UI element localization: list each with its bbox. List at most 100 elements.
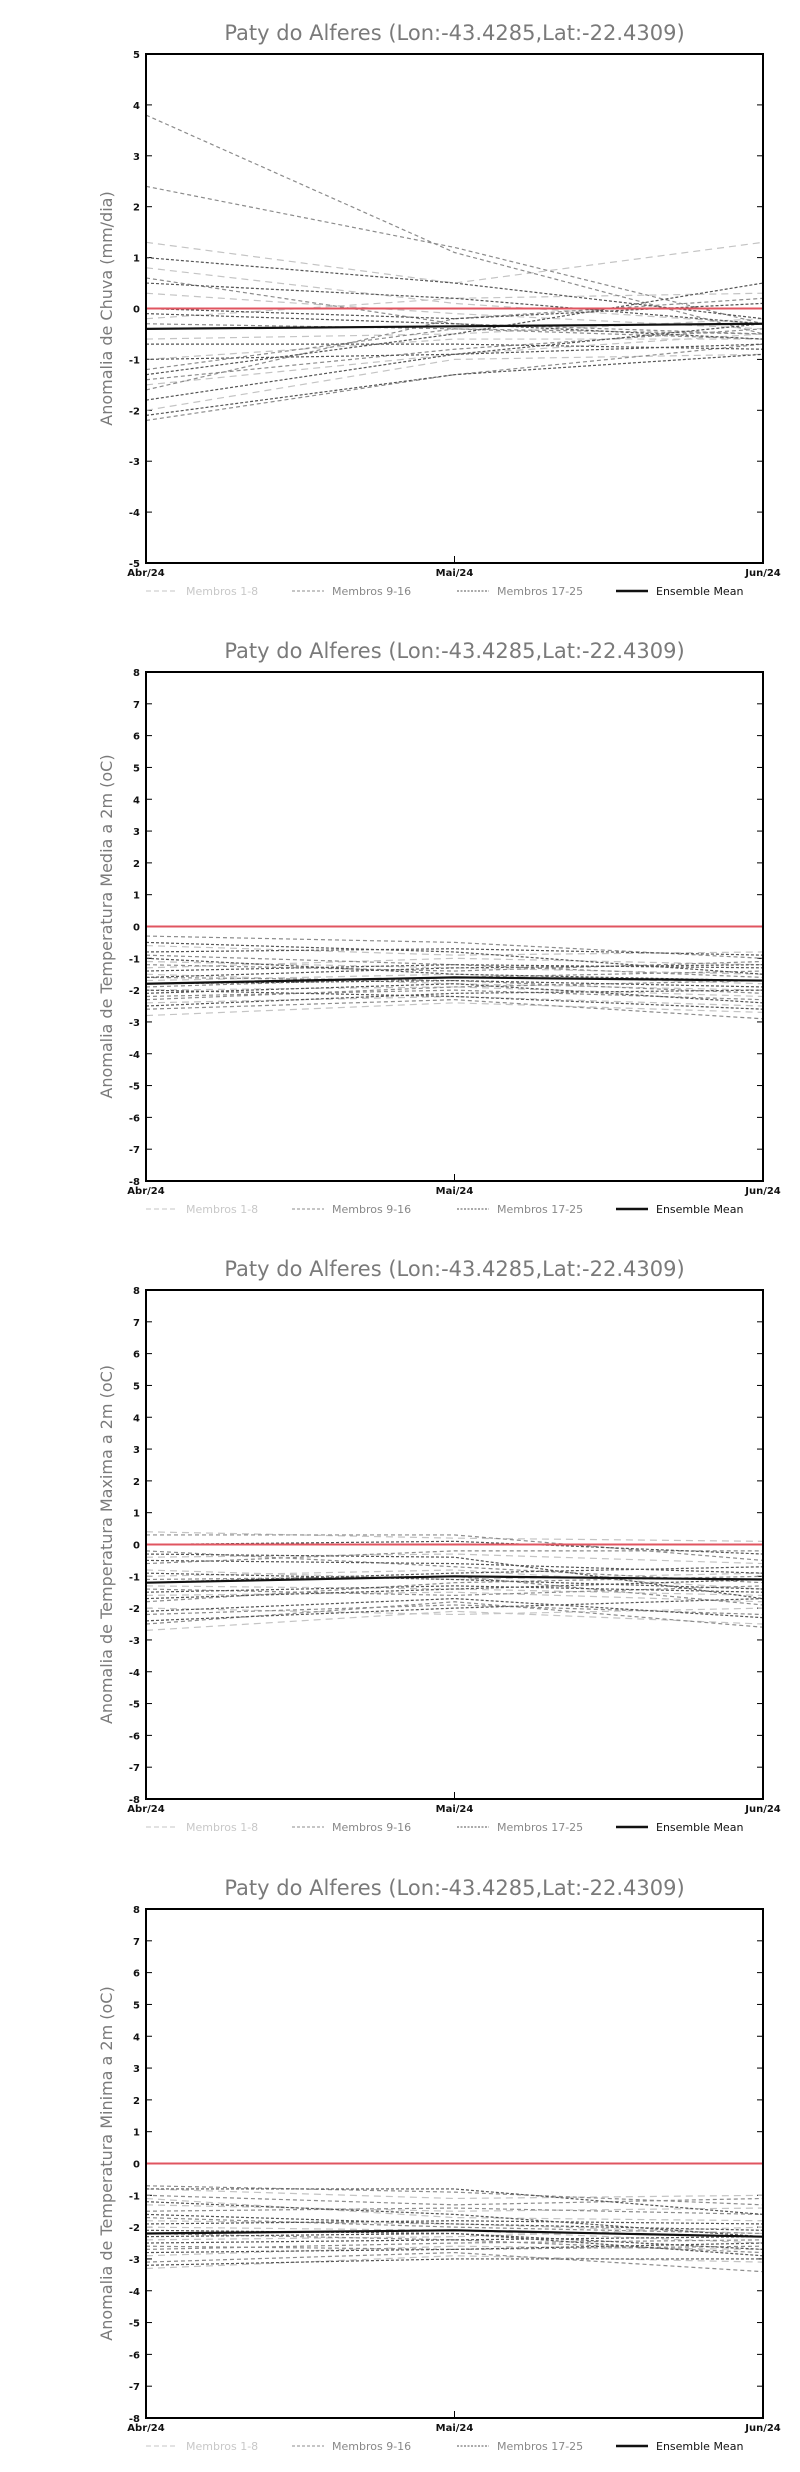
chart-title: Paty do Alferes (Lon:-43.4285,Lat:-22.43… <box>224 639 684 663</box>
y-tick-label: 5 <box>133 2000 140 2011</box>
plot-frame <box>145 671 764 1182</box>
member-series-line-g2 <box>145 2207 764 2215</box>
legend-entry: Membros 1-8 <box>186 1821 258 1834</box>
member-series-line-g2 <box>145 954 764 978</box>
x-tick-label: Abr/24 <box>127 1186 164 1197</box>
legend-entry: Membros 17-25 <box>497 1203 583 1216</box>
y-tick-label: 1 <box>133 254 140 265</box>
member-series-line-g2 <box>145 2245 764 2250</box>
y-tick-label: 2 <box>133 203 140 214</box>
member-series-line-g2 <box>145 328 764 381</box>
member-series-line-g3 <box>145 302 764 320</box>
y-tick-label: -8 <box>129 2414 140 2425</box>
chart-title: Paty do Alferes (Lon:-43.4285,Lat:-22.43… <box>224 21 684 45</box>
y-tick-label: 6 <box>133 732 140 743</box>
member-series-line-g1 <box>145 1553 764 1565</box>
member-series-line-g2 <box>145 935 764 959</box>
member-series-line-g2 <box>145 2239 764 2250</box>
member-series-line-g2 <box>145 114 764 335</box>
legend-entry: Ensemble Mean <box>656 585 743 598</box>
member-series-line-g1 <box>145 973 764 991</box>
y-tick-label: -5 <box>129 559 140 570</box>
legend-entry: Membros 1-8 <box>186 585 258 598</box>
y-tick-label: -5 <box>129 1700 140 1711</box>
y-tick-label: 0 <box>133 1541 140 1552</box>
y-tick-label: 3 <box>133 827 140 838</box>
legend-entry: Membros 9-16 <box>332 1821 411 1834</box>
y-tick-label: 8 <box>133 668 140 679</box>
legend-entry: Membros 1-8 <box>186 2440 258 2453</box>
member-series-line-g2 <box>145 2251 764 2273</box>
y-tick-label: -8 <box>129 1795 140 1806</box>
y-tick-label: -2 <box>129 406 140 417</box>
member-series-line-g3 <box>145 1597 764 1622</box>
member-series-line-g2 <box>145 277 764 335</box>
member-series-line-g1 <box>145 944 764 956</box>
member-series-line-g3 <box>145 2258 763 2266</box>
y-tick-label: -1 <box>129 1572 140 1583</box>
member-series-line-g3 <box>146 2188 764 2215</box>
y-tick-label: -7 <box>129 2382 140 2393</box>
y-tick-label: 3 <box>133 152 140 163</box>
member-series-line-g1 <box>145 1607 764 1616</box>
x-tick-label: Jun/24 <box>744 1804 781 1815</box>
y-tick-label: -8 <box>129 1177 140 1188</box>
plot-frame <box>145 53 764 564</box>
chart-panel-1: Paty do Alferes (Lon:-43.4285,Lat:-22.43… <box>97 21 781 598</box>
y-tick-label: 8 <box>133 1905 140 1916</box>
y-tick-label: 4 <box>133 1413 140 1424</box>
member-series-line-g1 <box>145 292 764 320</box>
y-tick-label: 0 <box>133 923 140 934</box>
member-series-line-g2 <box>145 1604 764 1616</box>
member-series-line-g3 <box>145 1597 764 1619</box>
member-series-line-g1 <box>145 1531 764 1542</box>
member-series-line-g1 <box>145 973 764 985</box>
chart-panel-2: Paty do Alferes (Lon:-43.4285,Lat:-22.43… <box>97 639 781 1216</box>
member-series-line-g2 <box>145 1550 763 1565</box>
member-series-line-g3 <box>145 983 764 1004</box>
member-series-line-g2 <box>145 979 764 1001</box>
x-tick-label: Abr/24 <box>127 568 164 579</box>
member-series-line-g1 <box>145 267 764 325</box>
y-tick-label: 3 <box>133 2064 140 2075</box>
member-series-line-g1 <box>145 2204 764 2212</box>
y-tick-label: 4 <box>133 795 140 806</box>
member-series-line-g2 <box>145 185 764 325</box>
member-series-line-g1 <box>145 957 764 969</box>
y-axis-label: Anomalia de Temperatura Media a 2m (oC) <box>97 754 116 1098</box>
member-series-line-g3 <box>145 1578 764 1600</box>
member-series-line-g2 <box>145 1585 764 1597</box>
legend: Membros 1-8 Membros 9-16 Membros 17-25 Ense… <box>146 2440 743 2453</box>
legend-entry: Membros 17-25 <box>497 2440 583 2453</box>
member-series-line-g3 <box>145 353 764 416</box>
legend-entry: Membros 17-25 <box>497 585 583 598</box>
y-tick-label: -3 <box>129 1636 140 1647</box>
member-series-line-g3 <box>145 343 764 360</box>
member-series-line-g3 <box>145 312 764 340</box>
member-series-line-g2 <box>145 2232 764 2254</box>
member-series-line-g2 <box>145 999 764 1020</box>
chart-title: Paty do Alferes (Lon:-43.4285,Lat:-22.43… <box>224 1257 684 1281</box>
member-series-line-g1 <box>145 2226 764 2241</box>
y-tick-label: -5 <box>129 2319 140 2330</box>
y-tick-label: -4 <box>129 1050 140 1061</box>
member-series-line-g3 <box>145 1540 764 1555</box>
member-series-line-g2 <box>145 960 764 972</box>
y-tick-label: 0 <box>133 305 140 316</box>
y-tick-label: -1 <box>129 2191 140 2202</box>
y-tick-label: -4 <box>129 508 140 519</box>
legend-entry: Membros 9-16 <box>332 1203 411 1216</box>
legend-entry: Ensemble Mean <box>656 2440 743 2453</box>
legend: Membros 1-8 Membros 9-16 Membros 17-25 Ense… <box>146 1821 743 1834</box>
y-tick-label: -1 <box>129 954 140 965</box>
y-tick-label: 4 <box>133 101 140 112</box>
legend-entry: Membros 17-25 <box>497 1821 583 1834</box>
member-series-line-g1 <box>145 2245 764 2257</box>
ensemble-mean-line <box>145 2229 764 2238</box>
member-series-line-g1 <box>145 2220 764 2235</box>
y-tick-label: -3 <box>129 1018 140 1029</box>
member-series-line-g2 <box>145 1601 764 1628</box>
member-series-line-g2 <box>145 297 764 391</box>
member-series-line-g1 <box>145 241 764 284</box>
member-series-line-g1 <box>145 318 764 340</box>
